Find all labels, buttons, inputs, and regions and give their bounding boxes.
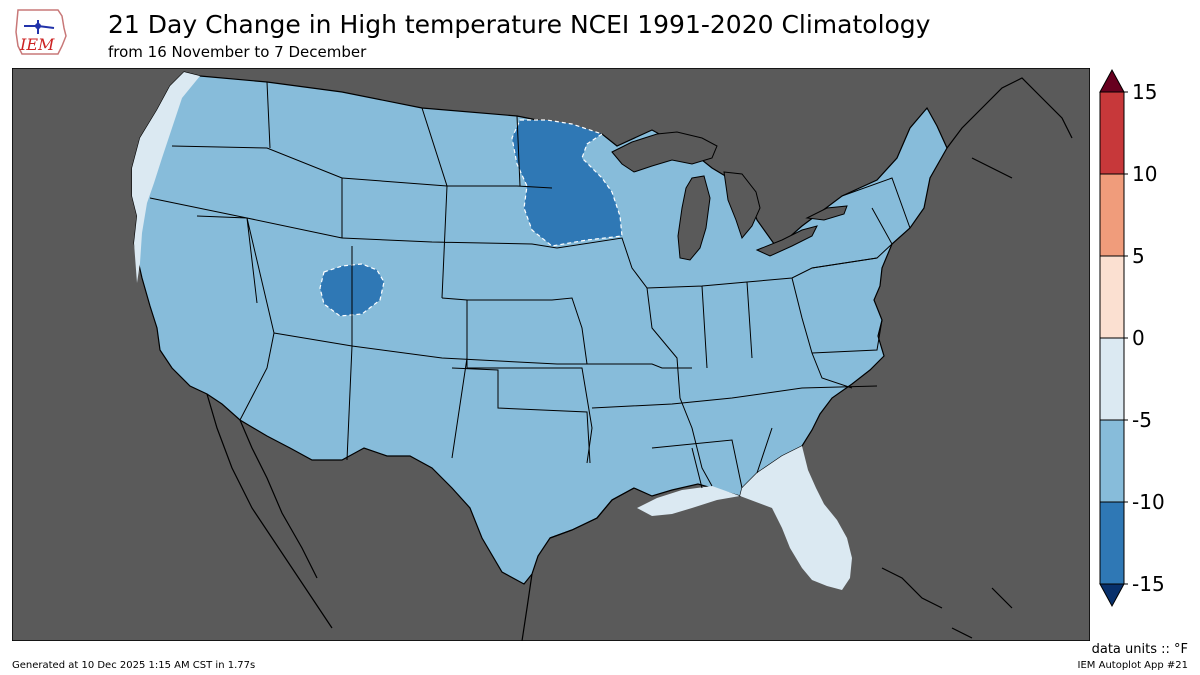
colorbar-bin-m5-0 bbox=[1099, 337, 1125, 421]
colorbar-tick: 5 bbox=[1132, 244, 1145, 268]
colorbar-bin-m15-m10 bbox=[1099, 501, 1125, 585]
colorbar-tick: -5 bbox=[1132, 408, 1152, 432]
state-borders bbox=[149, 81, 911, 489]
colorbar-bin-0-5 bbox=[1099, 255, 1125, 339]
map-panel bbox=[11, 67, 1091, 642]
map-subtitle: from 16 November to 7 December bbox=[108, 43, 367, 61]
app-label: IEM Autoplot App #21 bbox=[1077, 660, 1188, 671]
colorbar-max-extend bbox=[1099, 68, 1125, 93]
logo-text: IEM bbox=[19, 35, 55, 54]
gulf-mexico-coast bbox=[521, 487, 635, 642]
gulf-coast-band bbox=[637, 486, 740, 516]
colorbar-tick: -10 bbox=[1132, 490, 1165, 514]
pacific-coast-band bbox=[132, 72, 200, 283]
colorbar-bin-m10-m5 bbox=[1099, 419, 1125, 503]
lake-ontario bbox=[805, 205, 848, 221]
colorbar: 15 10 5 0 -5 -10 -15 bbox=[1096, 66, 1200, 612]
minnesota-cold-region bbox=[511, 119, 623, 247]
colorbar-tick: -15 bbox=[1132, 572, 1165, 596]
map-title: 21 Day Change in High temperature NCEI 1… bbox=[108, 10, 931, 39]
lake-michigan bbox=[677, 175, 711, 261]
generated-timestamp: Generated at 10 Dec 2025 1:15 AM CST in … bbox=[12, 660, 256, 671]
canada-east-coast bbox=[946, 77, 1073, 179]
colorbar-tick: 15 bbox=[1132, 80, 1157, 104]
colorbar-min-extend bbox=[1099, 583, 1125, 608]
colorbar-tick: 0 bbox=[1132, 326, 1145, 350]
colorbar-bin-10-15 bbox=[1099, 91, 1125, 175]
lake-erie bbox=[755, 225, 818, 257]
lake-superior bbox=[611, 131, 718, 173]
iem-logo: IEM bbox=[8, 6, 72, 58]
colorbar-tick: 10 bbox=[1132, 162, 1157, 186]
caribbean-islands bbox=[881, 567, 1013, 639]
mexico-coast bbox=[206, 393, 333, 629]
colorbar-bin-5-10 bbox=[1099, 173, 1125, 257]
florida-band bbox=[740, 446, 852, 590]
units-label: data units :: °F bbox=[1091, 642, 1188, 657]
lake-huron bbox=[723, 171, 761, 240]
